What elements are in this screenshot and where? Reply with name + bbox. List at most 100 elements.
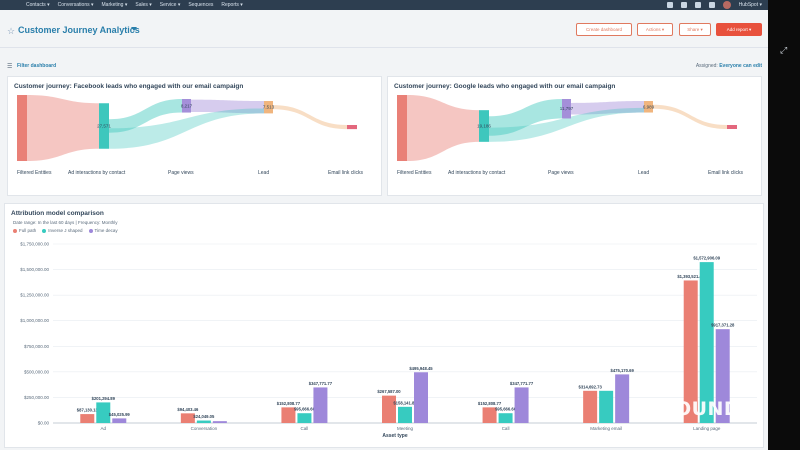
- funnel-card-google[interactable]: Customer journey: Google leads who engag…: [387, 76, 762, 196]
- sankey-stage-label: Filtered Entities: [17, 170, 52, 176]
- bar-inverse-j-shaped[interactable]: [196, 420, 211, 423]
- marketplace-icon[interactable]: [680, 2, 687, 8]
- sankey-node[interactable]: [479, 110, 489, 142]
- sankey-node[interactable]: [347, 125, 357, 130]
- bar-time-decay[interactable]: [414, 372, 428, 423]
- notifications-icon[interactable]: [708, 2, 715, 8]
- sankey-link: [489, 99, 562, 136]
- nav-service[interactable]: Service ▾: [159, 2, 181, 8]
- sankey-node-value: 19,186: [477, 124, 491, 129]
- sankey-node[interactable]: [17, 95, 27, 161]
- share-button[interactable]: Share ▾: [679, 23, 711, 36]
- nav-sequences[interactable]: Sequences: [188, 2, 214, 8]
- bar-data-label: $267,587.00: [377, 389, 401, 394]
- legend-item-inverse-j[interactable]: Inverse J shaped: [42, 228, 83, 233]
- bar-time-decay[interactable]: [715, 329, 730, 423]
- y-tick-label: $1,250,000.00: [20, 293, 49, 298]
- x-axis-label: Asset type: [382, 433, 408, 439]
- legend-item-time-decay[interactable]: Time decay: [88, 228, 118, 233]
- bar-data-label: $158,141.89: [393, 400, 417, 405]
- nav-sales[interactable]: Sales ▾: [135, 2, 152, 8]
- legend-item-full-path[interactable]: Full path: [13, 228, 36, 233]
- bar-full-path[interactable]: [80, 414, 95, 423]
- nav-contacts[interactable]: Contacts ▾: [26, 2, 50, 8]
- bar-full-path[interactable]: [281, 407, 296, 423]
- sankey-node[interactable]: [727, 125, 737, 129]
- bar-full-path[interactable]: [180, 413, 195, 423]
- bar-data-label: $201,294.89: [92, 396, 116, 401]
- bar-inverse-j-shaped[interactable]: [398, 406, 412, 423]
- bar-time-decay[interactable]: [615, 374, 630, 423]
- settings-icon[interactable]: [694, 2, 701, 8]
- sankey-node[interactable]: [264, 101, 273, 114]
- bar-inverse-j-shaped[interactable]: [96, 402, 111, 423]
- attribution-bar-chart: $0.00 $250,000.00 $500,000.00 $750,000.00 $1…: [20, 242, 757, 439]
- add-report-button[interactable]: Add report ▾: [716, 23, 762, 36]
- bar-full-path[interactable]: [382, 395, 396, 423]
- sankey-chart-google: Filtered Entities 19,186 Ad interactions b…: [397, 95, 744, 176]
- bar-data-label: $475,170.69: [610, 368, 634, 373]
- sankey-node-value: 11,797: [560, 106, 574, 111]
- bar-full-path[interactable]: [683, 280, 698, 423]
- bar-time-decay[interactable]: [514, 387, 529, 423]
- filter-icon[interactable]: ☰: [7, 64, 13, 70]
- account-menu[interactable]: HubSpot ▾: [738, 2, 762, 8]
- sankey-stage-label: Lead: [258, 170, 269, 176]
- sankey-stage-label: Ad interactions by contact: [448, 170, 506, 176]
- assigned-info: Assigned: Everyone can edit: [696, 63, 762, 69]
- nav-conversations[interactable]: Conversations ▾: [57, 2, 94, 8]
- favorite-star-icon[interactable]: ☆: [7, 26, 16, 36]
- sankey-node-value: 8,217: [181, 103, 193, 108]
- bar-inverse-j-shaped[interactable]: [297, 413, 312, 423]
- bar-inverse-j-shaped[interactable]: [699, 262, 714, 423]
- sankey-node[interactable]: [99, 103, 109, 149]
- assigned-value-link[interactable]: Everyone can edit: [719, 63, 762, 69]
- bar-full-path[interactable]: [583, 390, 598, 423]
- sankey-node-value: 7,513: [263, 105, 275, 110]
- funnel-title: Customer journey: Google leads who engag…: [394, 83, 616, 90]
- attribution-card[interactable]: Attribution model comparison Date range:…: [4, 203, 764, 448]
- dashboard-title[interactable]: Customer Journey Analytics: [18, 25, 140, 35]
- y-tick-label: $250,000.00: [24, 395, 50, 400]
- filter-dashboard-link[interactable]: Filter dashboard: [17, 63, 57, 69]
- legend-dot: [13, 228, 17, 233]
- bar-data-label: $152,808.77: [277, 401, 301, 406]
- nav-right-tools: HubSpot ▾: [666, 0, 762, 10]
- nav-marketing[interactable]: Marketing ▾: [101, 2, 128, 8]
- bar-data-label: $347,771.77: [309, 381, 333, 386]
- sankey-stage-label: Filtered Entities: [397, 170, 432, 176]
- bar-data-label: $95,666.60: [294, 407, 316, 412]
- x-tick-label: Marketing email: [590, 426, 622, 431]
- create-dashboard-button[interactable]: Create dashboard: [576, 23, 632, 36]
- sankey-node[interactable]: [644, 101, 653, 113]
- actions-button[interactable]: Actions ▾: [637, 23, 673, 36]
- attribution-meta: Date range: In the last 60 days | Freque…: [13, 220, 118, 225]
- bar-full-path[interactable]: [482, 407, 497, 423]
- bar-inverse-j-shaped[interactable]: [498, 413, 513, 423]
- x-tick-label: Call: [301, 426, 309, 431]
- chevron-down-icon[interactable]: [131, 27, 137, 31]
- bar-data-label: $87,130.13: [77, 408, 99, 413]
- avatar[interactable]: [722, 1, 731, 9]
- sankey-stage-label: Email link clicks: [708, 170, 744, 176]
- bar-data-label: $152,808.77: [478, 401, 502, 406]
- legend-dot: [42, 228, 47, 233]
- y-tick-label: $1,750,000.00: [20, 242, 49, 247]
- bar-time-decay[interactable]: [112, 418, 127, 423]
- search-icon[interactable]: [666, 2, 673, 8]
- funnel-card-facebook[interactable]: Customer journey: Facebook leads who eng…: [7, 76, 382, 196]
- sankey-node-value: 6,989: [643, 104, 655, 109]
- sankey-stage-label: Page views: [168, 170, 194, 176]
- sankey-link: [109, 99, 182, 133]
- sankey-node[interactable]: [182, 99, 191, 113]
- sankey-node[interactable]: [562, 99, 571, 119]
- y-tick-label: $1,000,000.00: [20, 318, 49, 323]
- sankey-node[interactable]: [397, 95, 407, 161]
- bar-inverse-j-shaped[interactable]: [599, 390, 614, 423]
- bar-data-label: $45,025.99: [109, 412, 131, 417]
- bar-time-decay[interactable]: [313, 387, 328, 423]
- bar-time-decay[interactable]: [212, 421, 227, 423]
- y-tick-label: $750,000.00: [24, 344, 50, 349]
- nav-reports[interactable]: Reports ▾: [221, 2, 243, 8]
- watermark-underline: [636, 420, 676, 422]
